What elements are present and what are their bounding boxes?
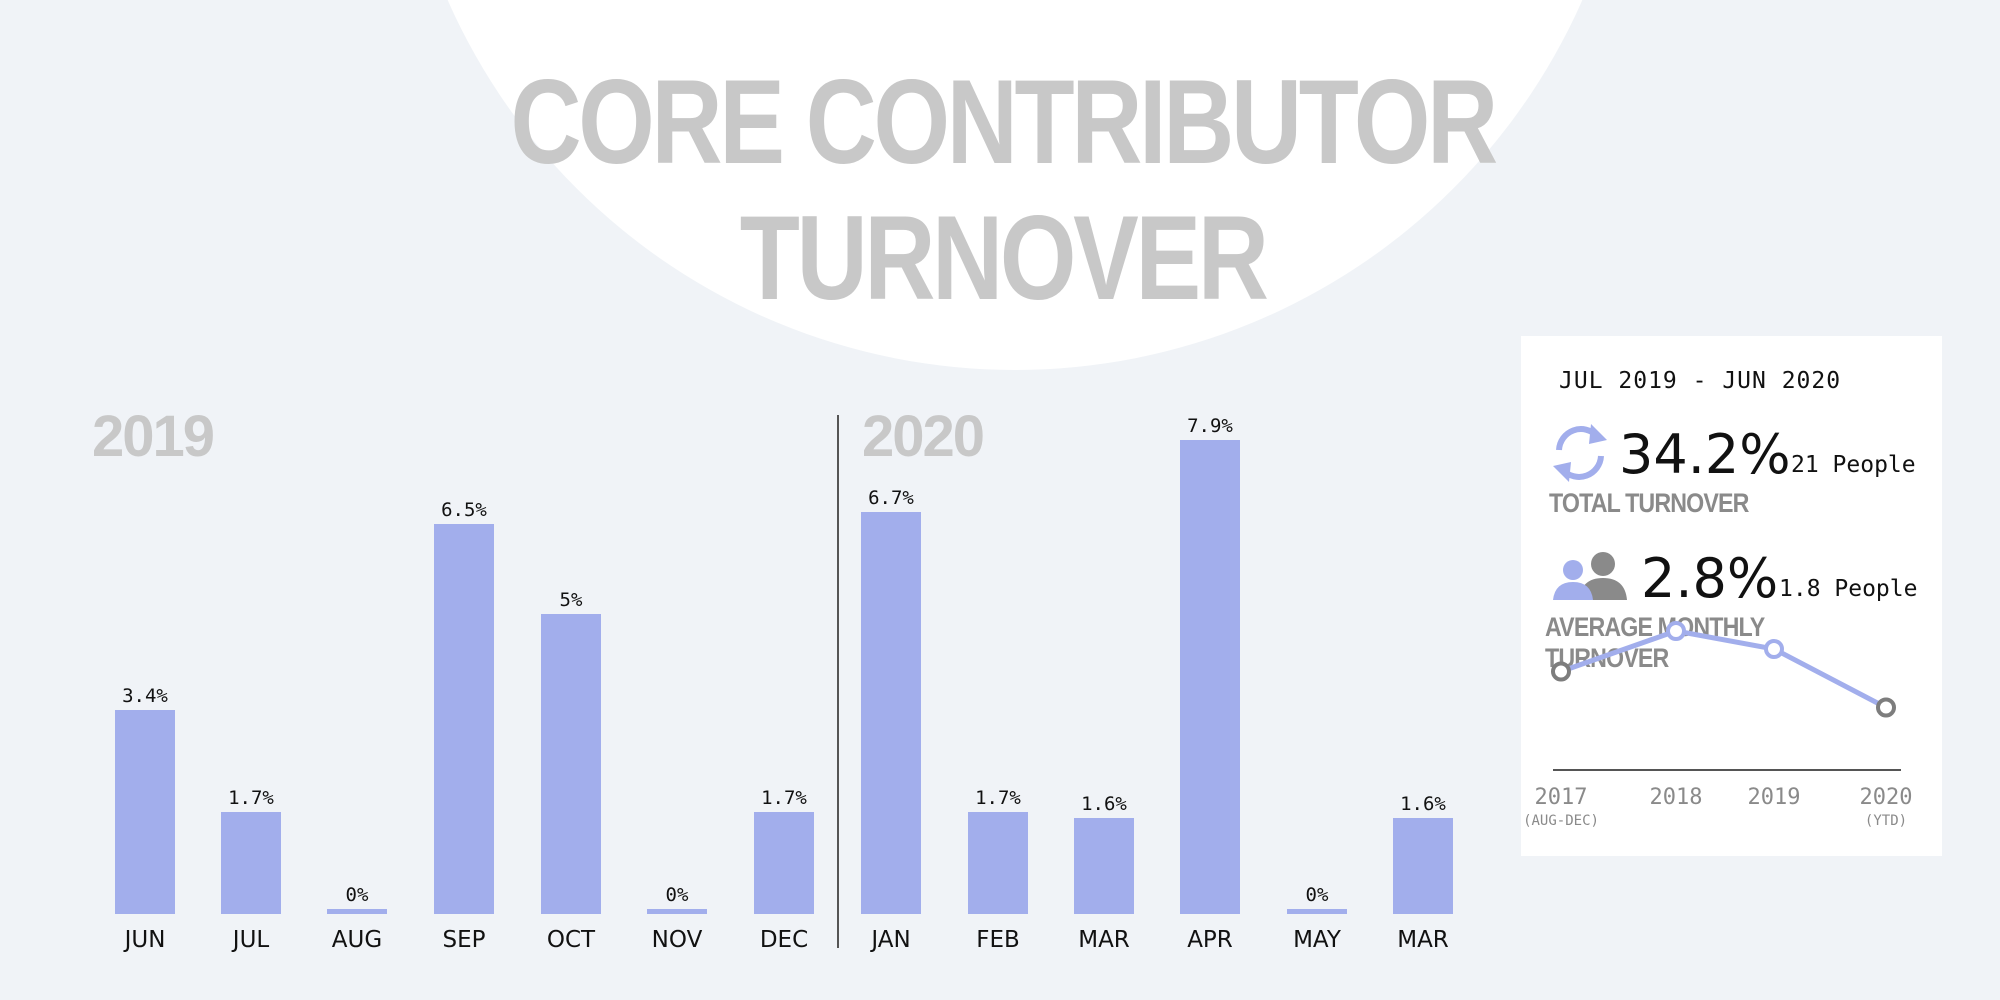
trend-point-2019 xyxy=(1764,639,1784,659)
trend-point-2018 xyxy=(1666,621,1686,641)
category-label: MAR xyxy=(1397,927,1449,953)
category-label: MAR xyxy=(1078,927,1130,953)
year-label-2020: 2020 xyxy=(862,404,985,469)
bar-value-label: 6.7% xyxy=(868,487,914,509)
bar-value-label: 1.6% xyxy=(1081,793,1127,815)
total-turnover-value: 34.2% xyxy=(1619,423,1791,486)
bar-oct-4 xyxy=(541,614,601,914)
bar-mar-9 xyxy=(1074,818,1134,914)
refresh-icon xyxy=(1553,424,1607,482)
bar-value-label: 6.5% xyxy=(441,499,487,521)
total-turnover-people: 21 People xyxy=(1791,452,1916,478)
page-title-line-2: TURNOVER xyxy=(739,191,1269,325)
bar-apr-10 xyxy=(1180,440,1240,914)
trend-year-label: 2019 xyxy=(1748,785,1801,810)
bar-value-label: 1.7% xyxy=(761,787,807,809)
category-label: JUN xyxy=(123,927,166,953)
bar-value-label: 1.7% xyxy=(228,787,274,809)
trend-year-note: (AUG-DEC) xyxy=(1523,813,1599,829)
trend-year-label: 2018 xyxy=(1650,785,1703,810)
bar-value-label: 0% xyxy=(346,884,369,906)
bar-value-label: 7.9% xyxy=(1187,415,1233,437)
bar-dec-6 xyxy=(754,812,814,914)
trend-group: 2017 (AUG-DEC) 2018 2019 2020 (YTD) xyxy=(1523,621,1913,829)
bar-value-label: 1.7% xyxy=(975,787,1021,809)
category-label: JUL xyxy=(231,927,270,953)
category-label: FEB xyxy=(976,927,1020,953)
category-label: APR xyxy=(1187,927,1233,953)
bar-may-11 xyxy=(1287,909,1347,914)
bar-value-label: 1.6% xyxy=(1400,793,1446,815)
total-turnover-caption: TOTAL TURNOVER xyxy=(1549,488,1749,518)
category-label: SEP xyxy=(442,927,485,953)
people-icon xyxy=(1553,552,1627,600)
bar-value-label: 5% xyxy=(560,589,583,611)
bar-nov-5 xyxy=(647,909,707,914)
trend-point-2020 xyxy=(1876,697,1896,718)
avg-turnover-people: 1.8 People xyxy=(1779,576,1918,602)
category-label: JAN xyxy=(869,927,910,953)
bar-value-label: 3.4% xyxy=(122,685,168,707)
category-label: MAY xyxy=(1293,927,1342,953)
bar-jun-0 xyxy=(115,710,175,914)
period-label: JUL 2019 - JUN 2020 xyxy=(1559,368,1842,394)
trend-point-2017 xyxy=(1551,661,1571,682)
bar-jul-1 xyxy=(221,812,281,914)
stats-card: JUL 2019 - JUN 2020 34.2% 21 People TOTA… xyxy=(1521,336,1942,856)
avg-turnover-value: 2.8% xyxy=(1641,547,1779,610)
bar-sep-3 xyxy=(434,524,494,914)
page-title-line-1: CORE CONTRIBUTOR xyxy=(510,55,1499,189)
category-label: AUG xyxy=(332,927,382,953)
trend-line xyxy=(1560,628,1888,710)
trend-year-note: (YTD) xyxy=(1865,813,1907,829)
trend-year-label: 2020 xyxy=(1860,785,1913,810)
trend-year-label: 2017 xyxy=(1535,785,1588,810)
bar-aug-2 xyxy=(327,909,387,914)
bar-mar-12 xyxy=(1393,818,1453,914)
bars-group: 3.4% JUN 1.7% JUL 0% AUG 6.5% SEP 5% OCT 0% NOV 1.7%… xyxy=(115,415,1453,953)
category-label: DEC xyxy=(760,927,808,953)
category-label: OCT xyxy=(547,927,596,953)
category-label: NOV xyxy=(652,927,703,953)
bar-value-label: 0% xyxy=(1306,884,1329,906)
bar-feb-8 xyxy=(968,812,1028,914)
trend-line-chart: 2017 (AUG-DEC) 2018 2019 2020 (YTD) xyxy=(1523,621,1913,829)
year-label-2019: 2019 xyxy=(92,404,215,469)
bar-jan-7 xyxy=(861,512,921,914)
bar-value-label: 0% xyxy=(666,884,689,906)
